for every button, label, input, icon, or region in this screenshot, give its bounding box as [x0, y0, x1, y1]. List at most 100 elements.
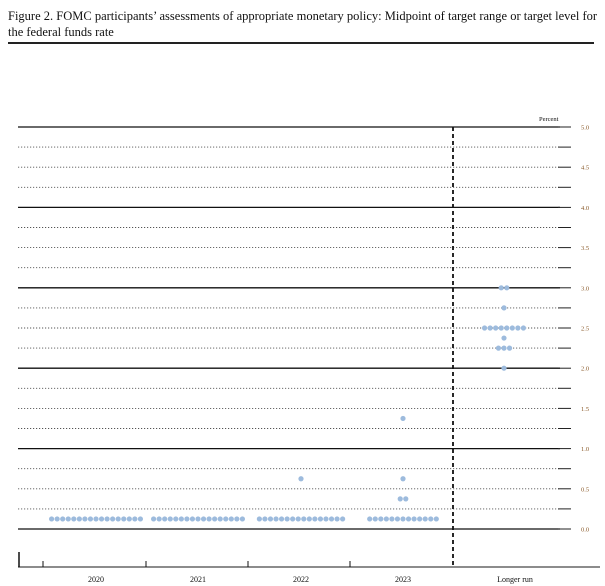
- dot-2020: [132, 516, 138, 522]
- dot-2021: [223, 516, 229, 522]
- dot-2023: [433, 516, 439, 522]
- x-tick-label: Longer run: [497, 575, 533, 584]
- dot-longer-run: [506, 345, 513, 351]
- dot-2022: [284, 516, 290, 522]
- dot-longer-run: [501, 335, 507, 341]
- dot-2023: [372, 516, 378, 522]
- x-tick-label: 2023: [395, 575, 411, 584]
- dot-longer-run: [504, 325, 510, 331]
- dot-2020: [121, 516, 127, 522]
- dot-2022: [256, 516, 262, 522]
- dot-2023: [397, 496, 403, 502]
- dot-2023: [417, 516, 423, 522]
- dot-2023: [383, 516, 389, 522]
- dot-2021: [151, 516, 157, 522]
- dot-2022: [298, 476, 304, 482]
- dot-2023: [428, 516, 434, 522]
- dot-2022: [295, 516, 301, 522]
- dot-2023: [400, 415, 406, 422]
- dot-2020: [93, 516, 99, 522]
- dot-2023: [367, 516, 373, 522]
- dot-2020: [98, 516, 105, 522]
- y-tick-label: 5.0: [581, 125, 589, 132]
- chart-title: Figure 2. FOMC participants’ assessments…: [8, 9, 598, 39]
- dot-2021: [228, 516, 234, 522]
- dot-2020: [54, 516, 60, 522]
- dot-2020: [65, 516, 71, 522]
- dot-2020: [87, 516, 94, 522]
- dot-2021: [173, 516, 179, 522]
- dot-2022: [312, 516, 318, 522]
- dot-2020: [49, 516, 55, 522]
- dot-longer-run: [495, 345, 502, 351]
- dot-2021: [189, 516, 196, 522]
- dot-2023: [411, 516, 417, 522]
- dot-2021: [156, 516, 162, 522]
- dot-2022: [278, 516, 285, 522]
- dot-2021: [167, 516, 173, 522]
- dot-longer-run: [498, 285, 504, 291]
- dot-2022: [328, 516, 335, 522]
- dot-2020: [126, 516, 132, 522]
- dot-longer-run: [504, 285, 510, 291]
- y-tick-label: 3.5: [581, 245, 589, 252]
- dot-2022: [267, 516, 274, 522]
- dot-longer-run: [501, 305, 507, 311]
- y-tick-label: 0.5: [581, 486, 589, 493]
- dot-2021: [195, 516, 201, 522]
- dot-2021: [162, 516, 168, 522]
- dot-2023: [405, 516, 412, 522]
- dot-2023: [378, 516, 384, 522]
- y-tick-label: 1.5: [581, 406, 589, 413]
- dot-2021: [234, 516, 240, 522]
- y-axis-label: Percent: [539, 116, 559, 123]
- dot-2022: [334, 516, 340, 522]
- dot-2021: [212, 516, 218, 522]
- dot-longer-run: [501, 365, 507, 371]
- dot-longer-run: [501, 345, 507, 351]
- dot-2021: [184, 516, 190, 522]
- dot-2021: [217, 516, 223, 522]
- y-tick-label: 0.0: [581, 527, 589, 534]
- dot-longer-run: [498, 325, 504, 331]
- y-tick-label: 2.0: [581, 366, 589, 373]
- dot-2021: [206, 516, 212, 522]
- dot-2022: [273, 516, 279, 522]
- x-tick-label: 2021: [190, 575, 206, 584]
- dot-2022: [301, 516, 307, 522]
- dot-2022: [262, 516, 268, 522]
- dot-2023: [403, 496, 409, 502]
- y-tick-label: 2.5: [581, 326, 589, 333]
- dot-2021: [200, 516, 207, 522]
- dot-2020: [110, 516, 116, 522]
- dot-2020: [104, 516, 110, 522]
- dot-longer-run: [515, 325, 521, 331]
- dot-2022: [323, 516, 329, 522]
- dot-2023: [400, 516, 406, 522]
- dot-longer-run: [520, 325, 527, 331]
- dot-2020: [137, 516, 143, 522]
- dot-longer-run: [509, 325, 515, 331]
- y-tick-label: 1.0: [581, 446, 589, 453]
- dot-longer-run: [481, 325, 488, 331]
- x-tick-label: 2020: [88, 575, 104, 584]
- dot-2020: [60, 516, 66, 522]
- dot-2022: [317, 516, 324, 522]
- dot-2023: [400, 476, 406, 482]
- dot-2021: [239, 516, 245, 522]
- dot-2020: [82, 516, 88, 522]
- dot-longer-run: [493, 325, 499, 331]
- dot-2023: [389, 516, 395, 522]
- dot-2021: [178, 516, 184, 522]
- y-tick-label: 4.0: [581, 205, 589, 212]
- y-tick-label: 3.0: [581, 285, 589, 292]
- dot-2020: [115, 516, 121, 522]
- title-rule: [8, 42, 594, 44]
- y-tick-label: 4.5: [581, 165, 589, 172]
- x-tick-label: 2022: [293, 575, 309, 584]
- dot-2023: [422, 516, 428, 522]
- dot-2022: [290, 516, 296, 522]
- dot-longer-run: [487, 325, 493, 331]
- dot-2022: [340, 516, 346, 522]
